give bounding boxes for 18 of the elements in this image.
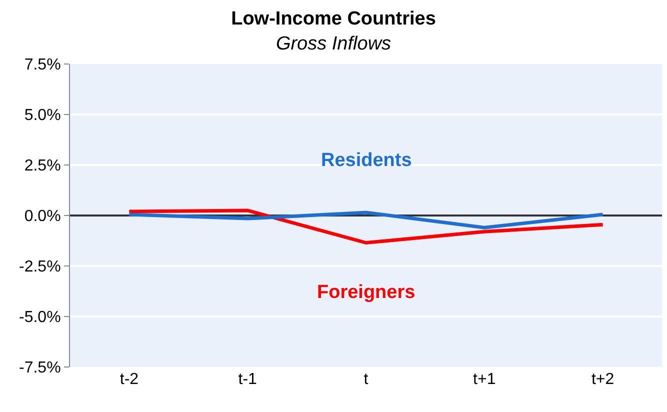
chart-subtitle: Gross Inflows — [276, 33, 392, 54]
text: Foreigners — [317, 282, 416, 303]
y-tick-label: 2.5% — [24, 158, 61, 175]
y-tick-label: -7.5% — [19, 360, 61, 377]
y-tick-label: -5.0% — [19, 309, 61, 326]
x-tick-label: t-2 — [120, 371, 139, 388]
x-tick-label: t-1 — [238, 371, 258, 388]
line-series — [127, 210, 605, 230]
x-tick-label: t — [364, 371, 369, 388]
line-series — [127, 208, 605, 245]
chart-title: Low-Income Countries — [231, 8, 436, 30]
y-tick-label: -2.5% — [19, 258, 61, 276]
y-tick-label: 0.0% — [24, 208, 61, 226]
y-tick-label: 7.5% — [24, 56, 61, 74]
y-tick-label: 5.0% — [24, 107, 61, 124]
text: Residents — [321, 150, 412, 171]
x-tick-label: t+2 — [591, 371, 614, 388]
x-tick-label: t+1 — [473, 371, 496, 388]
